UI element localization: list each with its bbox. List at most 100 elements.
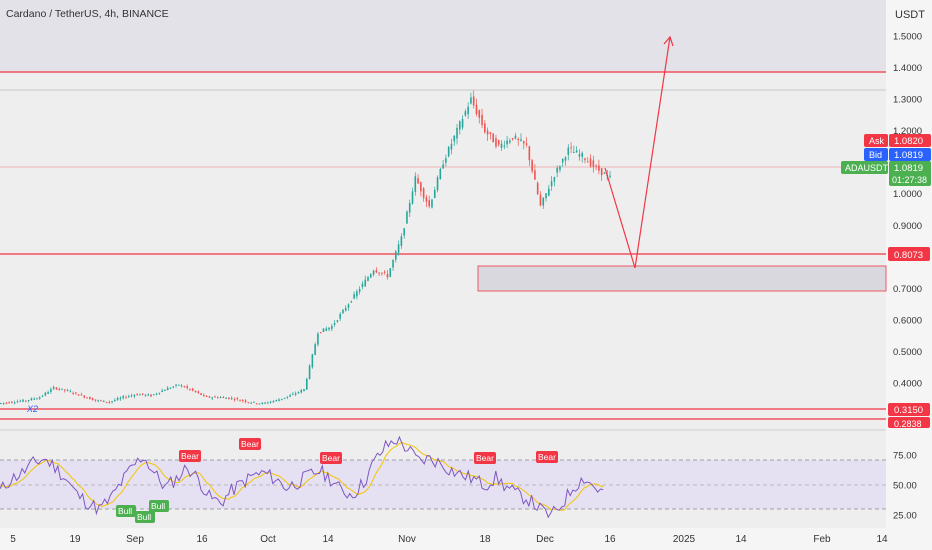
symbol-label: ADAUSDT [845, 163, 889, 173]
candle-body [467, 106, 469, 115]
candle-body [500, 143, 503, 148]
candle-body [325, 328, 328, 331]
candle-body [27, 400, 30, 402]
arrow-head-icon [663, 35, 674, 47]
candle-body [598, 165, 600, 171]
candle-body [80, 394, 83, 396]
candle-body [244, 400, 247, 403]
demand-zone[interactable] [477, 265, 887, 292]
candle-body [333, 323, 336, 325]
candle-body [25, 400, 27, 402]
candle-body [94, 399, 97, 401]
candle-body [397, 244, 400, 253]
candle-body [86, 397, 88, 399]
currency-label[interactable]: USDT [895, 9, 925, 21]
symbol-title[interactable]: Cardano / TetherUS, 4h, BINANCE [6, 8, 169, 20]
candlestick-series[interactable] [0, 90, 611, 405]
candle-body [228, 397, 230, 399]
projection-arrow[interactable] [604, 35, 674, 269]
time-axis-background [0, 528, 932, 550]
candle-body [164, 389, 166, 391]
candle-body [308, 365, 311, 380]
candle-body [189, 388, 191, 390]
support-price: 0.8073 [894, 250, 923, 261]
candle-body [91, 398, 94, 401]
candle-body [534, 170, 536, 180]
horizontal-levels [0, 71, 887, 420]
candle-body [442, 164, 444, 169]
bull-tag-1 [116, 505, 136, 517]
candle-body [267, 402, 269, 404]
candle-body [522, 141, 525, 144]
candle-body [450, 143, 453, 150]
candle-body [356, 291, 358, 297]
candle-body [422, 188, 425, 198]
candle-body [364, 279, 367, 287]
candle-body [386, 273, 389, 278]
candle-body [216, 397, 219, 399]
candle-body [200, 393, 202, 395]
candle-body [114, 400, 116, 402]
candle-body [8, 402, 10, 404]
candle-body [222, 397, 225, 399]
time-axis-ticks: 5 19 Sep 16 Oct 14 Nov 18 Dec 16 2025 14 Feb 14 [10, 534, 888, 545]
candle-body [303, 389, 305, 391]
candle-body [319, 332, 322, 334]
quote-box: Ask 1.0820 Bid 1.0819 ADAUSDT 1.0819 01:… [841, 134, 931, 186]
bear-tag-4 [474, 452, 496, 464]
candle-body [600, 168, 603, 176]
rsi-tick-label: 75.00 [893, 451, 917, 462]
time-tick-label: Dec [536, 534, 554, 545]
price-tick-label: 0.9000 [893, 221, 922, 232]
candle-body [358, 289, 361, 292]
candle-body [230, 398, 233, 400]
candle-body [311, 354, 314, 368]
bear-label-1: Bear [181, 451, 199, 461]
bear-label-3: Bear [322, 453, 340, 463]
candle-body [481, 114, 483, 126]
candle-body [314, 344, 316, 355]
candle-body [22, 399, 24, 402]
candle-body [250, 402, 252, 404]
candle-body [461, 119, 464, 128]
candle-body [186, 386, 188, 389]
candle-body [306, 378, 308, 390]
candle-body [570, 147, 572, 149]
candle-body [61, 388, 63, 390]
candle-body [420, 182, 422, 192]
candle-body [214, 396, 216, 398]
candle-body [336, 320, 339, 322]
candle-body [567, 147, 570, 155]
candle-body [175, 384, 177, 386]
bear-tag-5 [536, 451, 558, 463]
candle-body [403, 228, 405, 236]
rsi-indicator[interactable] [0, 435, 886, 519]
price-tick-label: 0.7000 [893, 284, 922, 295]
upper-zone-shading [0, 0, 886, 72]
candle-body [278, 399, 280, 402]
candle-body [236, 398, 239, 400]
price-tick-label: 0.6000 [893, 315, 922, 326]
candle-body [194, 390, 197, 393]
candle-body [322, 328, 325, 332]
candle-body [0, 403, 2, 405]
bear-tag-3 [320, 452, 342, 464]
candle-body [119, 397, 122, 400]
time-tick-label: Feb [813, 534, 831, 545]
time-tick-label: 16 [604, 534, 616, 545]
candle-body [219, 397, 222, 399]
candle-body [389, 268, 392, 277]
last-price: 1.0819 [894, 163, 923, 174]
candle-body [153, 394, 155, 396]
candle-body [44, 392, 47, 396]
low-price: 0.3150 [894, 405, 923, 416]
candle-body [141, 393, 144, 395]
candle-body [595, 165, 597, 167]
bear-tag-1 [179, 450, 201, 462]
candle-body [395, 251, 397, 260]
candle-body [525, 143, 528, 145]
candle-body [58, 388, 61, 390]
candle-body [459, 121, 461, 130]
candle-body [183, 386, 186, 388]
